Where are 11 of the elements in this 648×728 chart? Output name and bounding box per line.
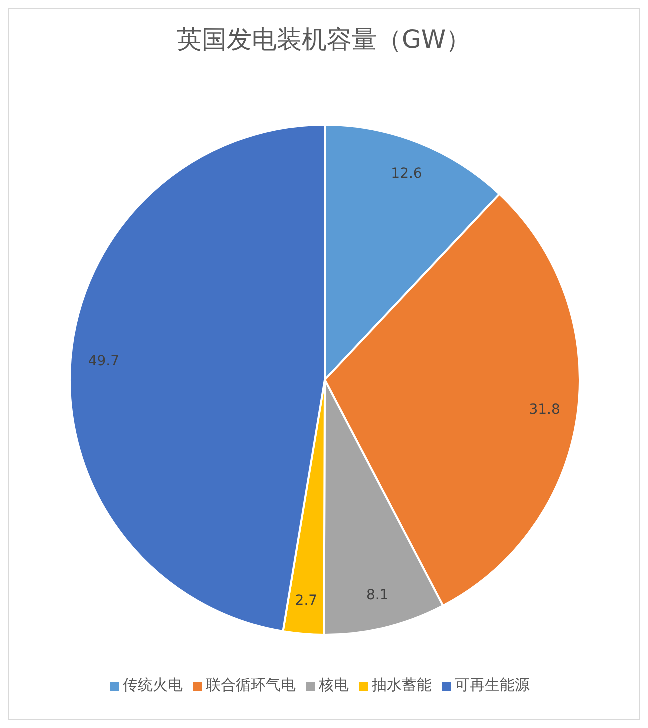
data-label: 2.7 — [295, 593, 318, 610]
chart-title: 英国发电装机容量（GW） — [176, 24, 472, 56]
legend-label: 联合循环气电 — [206, 676, 296, 694]
data-label: 31.8 — [529, 402, 560, 418]
data-label: 8.1 — [366, 588, 389, 604]
legend-label: 抽水蓄能 — [372, 676, 432, 694]
data-label: 12.6 — [391, 166, 422, 182]
legend-label: 可再生能源 — [455, 676, 530, 694]
data-label: 49.7 — [88, 354, 120, 370]
legend-label: 传统火电 — [123, 676, 183, 694]
legend-label: 核电 — [319, 676, 349, 694]
